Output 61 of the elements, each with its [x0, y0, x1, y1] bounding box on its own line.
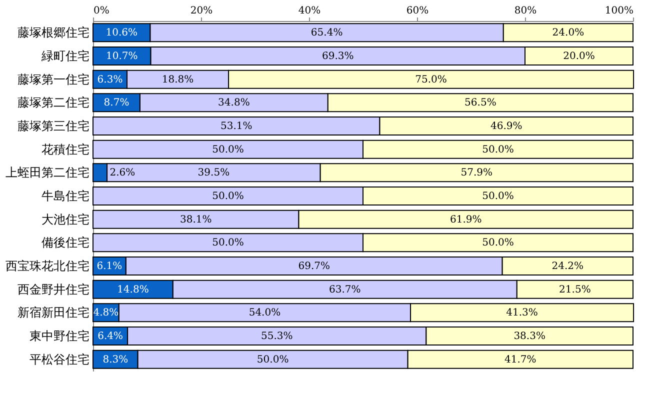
- x-tick-label: 60%: [406, 6, 429, 16]
- y-tick-label: 東中野住宅: [30, 329, 90, 343]
- data-label: 55.3%: [260, 331, 293, 342]
- data-label: 10.6%: [106, 28, 138, 39]
- y-tick-label: 西宝珠花北住宅: [6, 259, 90, 273]
- data-label: 6.1%: [96, 261, 122, 272]
- data-label: 50.0%: [212, 191, 244, 202]
- data-label: 50.0%: [212, 238, 244, 249]
- y-tick-label: 藤塚第三住宅: [18, 119, 90, 133]
- y-tick-label: 藤塚第一住宅: [18, 72, 90, 86]
- data-label: 39.5%: [198, 168, 230, 179]
- data-label: 50.0%: [256, 354, 289, 366]
- data-label: 41.7%: [504, 354, 536, 366]
- y-tick-label: 花積住宅: [42, 142, 90, 156]
- x-tick-label: 0%: [94, 6, 110, 16]
- data-label: 2.6%: [110, 168, 136, 179]
- x-tick-label: 40%: [298, 6, 321, 16]
- data-label: 54.0%: [248, 308, 281, 319]
- data-label: 6.4%: [98, 331, 123, 342]
- y-tick-label: 大池住宅: [42, 212, 90, 226]
- y-tick-label: 備後住宅: [42, 236, 90, 250]
- data-label: 50.0%: [482, 238, 514, 249]
- y-tick-label: 上蛭田第二住宅: [6, 166, 90, 180]
- x-tick-label: 20%: [190, 6, 213, 16]
- y-tick-label: 牛島住宅: [42, 189, 90, 203]
- data-label: 8.7%: [104, 98, 130, 109]
- data-label: 18.8%: [162, 74, 194, 86]
- data-label: 63.7%: [329, 284, 361, 296]
- data-label: 75.0%: [415, 74, 447, 86]
- data-label: 50.0%: [212, 144, 244, 156]
- data-label: 24.0%: [552, 28, 584, 39]
- data-label: 57.9%: [460, 168, 493, 179]
- data-label: 8.3%: [102, 354, 128, 366]
- data-label: 14.8%: [117, 284, 149, 296]
- data-label: 24.2%: [552, 261, 584, 272]
- data-label: 38.1%: [180, 214, 212, 226]
- data-label: 38.3%: [514, 331, 546, 342]
- data-label: 20.0%: [563, 51, 595, 62]
- data-label: 50.0%: [482, 144, 514, 156]
- y-tick-label: 平松谷住宅: [30, 352, 90, 366]
- y-tick-label: 新宿新田住宅: [18, 306, 90, 320]
- data-label: 65.4%: [310, 28, 343, 39]
- data-label: 61.9%: [450, 214, 482, 226]
- data-label: 10.7%: [106, 51, 138, 62]
- data-label: 34.8%: [218, 98, 250, 109]
- y-tick-label: 藤塚第二住宅: [18, 96, 90, 110]
- x-tick-label: 100%: [604, 6, 634, 16]
- x-tick-label: 80%: [514, 6, 537, 16]
- data-label: 56.5%: [464, 98, 496, 109]
- data-label: 4.8%: [93, 308, 119, 319]
- data-label: 50.0%: [482, 191, 514, 202]
- data-label: 41.3%: [506, 308, 538, 319]
- data-label: 21.5%: [559, 284, 591, 296]
- data-label: 6.3%: [97, 74, 123, 86]
- y-tick-label: 西金野井住宅: [18, 282, 90, 296]
- data-label: 69.3%: [322, 51, 354, 62]
- y-tick-label: 藤塚根郷住宅: [18, 26, 90, 40]
- data-label: 69.7%: [298, 261, 330, 272]
- data-label: 53.1%: [220, 121, 252, 132]
- data-label: 46.9%: [490, 121, 522, 132]
- y-tick-label: 緑町住宅: [40, 49, 90, 63]
